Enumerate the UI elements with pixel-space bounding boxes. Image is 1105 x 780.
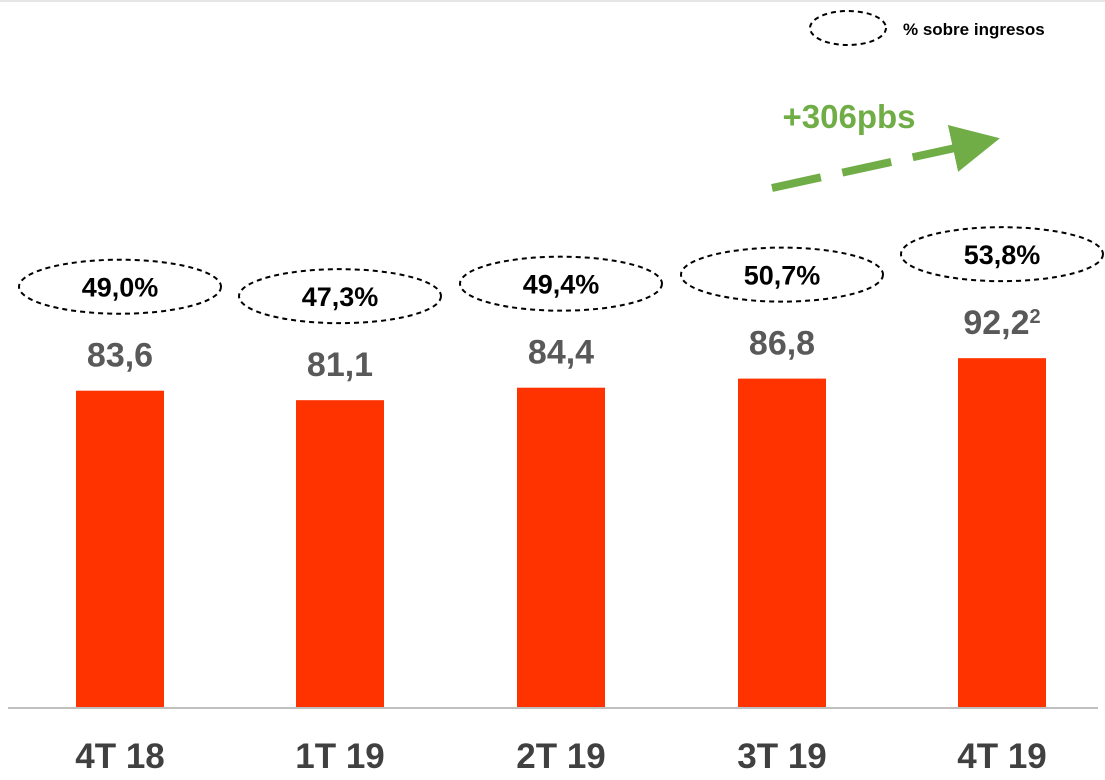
value-label-0: 83,6 xyxy=(87,337,153,375)
percent-ellipse-4 xyxy=(900,226,1104,283)
value-label-1: 81,1 xyxy=(307,346,373,384)
bar-0 xyxy=(76,390,164,707)
x-tick-3: 3T 19 xyxy=(737,737,827,776)
percent-label-2: 49,4% xyxy=(523,270,600,300)
value-label-2: 84,4 xyxy=(528,334,594,372)
bar-1 xyxy=(296,400,384,707)
x-tick-2: 2T 19 xyxy=(516,737,606,776)
x-tick-1: 1T 19 xyxy=(295,737,385,776)
value-label-3: 86,8 xyxy=(749,325,815,363)
labels-group: 83,6 49,0% 81,1 47,3% 84,4 49,4% 86,8 50,7% 92,2… xyxy=(18,226,1104,384)
x-tick-0: 4T 18 xyxy=(75,737,165,776)
percent-ellipse-1 xyxy=(238,268,442,325)
value-label-4: 92,22 xyxy=(963,304,1040,342)
percent-ellipse-3 xyxy=(680,246,884,303)
trend-arrow-icon xyxy=(771,125,1000,192)
value-footnote-4: 2 xyxy=(1030,306,1041,328)
percent-label-0: 49,0% xyxy=(82,273,159,303)
x-tick-labels: 4T 18 1T 19 2T 19 3T 19 4T 19 xyxy=(75,737,1047,776)
x-tick-4: 4T 19 xyxy=(957,737,1047,776)
legend-text: % sobre ingresos xyxy=(903,20,1045,39)
legend-ellipse-icon xyxy=(809,10,887,46)
percent-label-4: 53,8% xyxy=(964,240,1041,270)
bar-2 xyxy=(517,387,605,707)
bar-3 xyxy=(738,378,826,707)
percent-label-1: 47,3% xyxy=(302,282,379,312)
bars-group xyxy=(76,358,1046,707)
annotation-text: +306pbs xyxy=(783,98,916,135)
bar-4 xyxy=(958,358,1046,707)
percent-label-3: 50,7% xyxy=(744,261,821,291)
percent-ellipse-2 xyxy=(459,255,663,312)
percent-ellipse-0 xyxy=(18,258,222,315)
